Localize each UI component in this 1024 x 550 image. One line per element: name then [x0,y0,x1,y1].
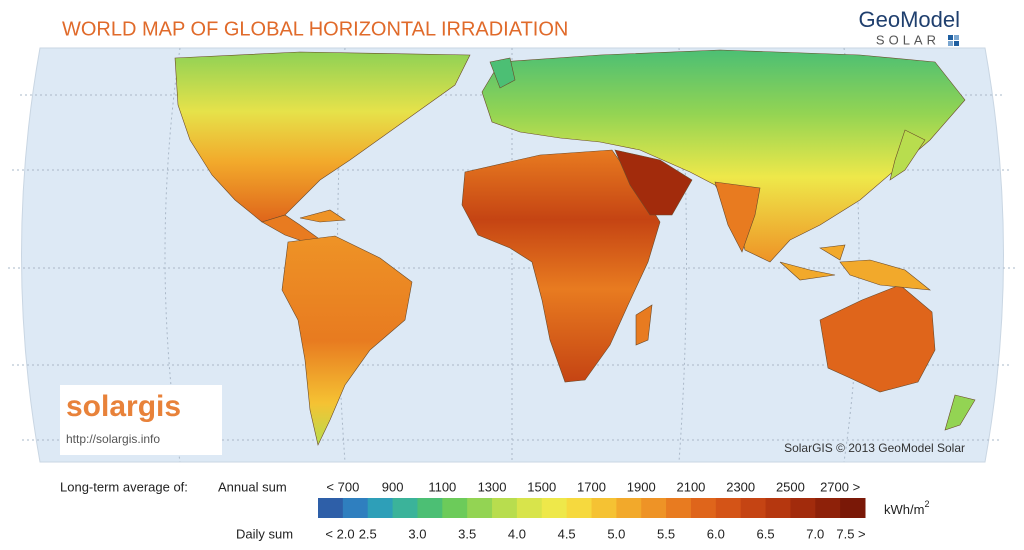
annual-tick-label: 2300 [726,479,755,494]
annual-tick-label: 1700 [577,479,606,494]
legend-swatch [392,498,418,518]
legend-swatch [840,498,866,518]
legend-swatch [591,498,617,518]
daily-tick-label: 2.5 [359,526,377,541]
daily-tick-label: 3.5 [458,526,476,541]
new-zealand [944,394,976,431]
legend-swatch [641,498,667,518]
legend-swatch [467,498,493,518]
title: WORLD MAP OF GLOBAL HORIZONTAL IRRADIATI… [62,18,568,40]
annual-tick-label: 1300 [478,479,507,494]
legend-swatch [815,498,841,518]
logo-box [60,385,222,455]
landmasses [174,49,976,446]
japan [889,129,926,181]
caribbean [299,209,346,223]
annual-tick-label: 2100 [676,479,705,494]
legend-swatch [690,498,717,518]
daily-label: Daily sum [236,526,293,541]
legend-swatch [740,498,767,518]
legend-swatch [616,498,642,518]
annual-tick-label: 2700 > [820,479,860,494]
daily-tick-label: 7.5 > [836,526,865,541]
legend-swatch [318,498,344,518]
logo-name: solargis [66,390,181,423]
daily-tick-label: 6.5 [757,526,775,541]
india [714,181,761,253]
legend-swatch [417,498,443,518]
north-america [174,51,471,223]
australia [819,284,936,393]
madagascar [635,304,653,346]
daily-tick-label: 4.0 [508,526,526,541]
brand-name: GeoModel [858,7,960,32]
legend-swatch [541,498,568,518]
annual-tick-label: 1500 [527,479,556,494]
brand-sub: SOLAR [876,32,940,47]
daily-tick-label: 6.0 [707,526,725,541]
annual-tick-label: 1100 [428,479,456,494]
daily-tick-label: 3.0 [408,526,426,541]
credit: SolarGIS © 2013 GeoModel Solar [784,441,965,455]
south-america [281,235,413,446]
legend-swatch [790,498,816,518]
southeast-asia-islands [779,244,931,291]
brand-icon [948,35,959,46]
annual-tick-label: < 700 [326,479,359,494]
annual-tick-label: 1900 [627,479,656,494]
unit: kWh/m2 [884,499,929,517]
legend-swatch [715,498,742,518]
annual-tick-label: 2500 [776,479,805,494]
legend-swatch [566,498,592,518]
annual-tick-label: 900 [382,479,404,494]
legend-swatch [342,498,369,518]
unit-text: kWh/m [884,502,924,517]
eurasia [481,49,966,263]
legend-swatch [367,498,394,518]
legend-swatch [492,498,518,518]
annual-label: Annual sum [218,479,287,494]
british-isles [489,57,516,89]
daily-tick-label: 7.0 [806,526,824,541]
arabia [614,149,693,216]
legend-swatch [666,498,692,518]
unit-sup: 2 [924,499,929,509]
legend-swatch [765,498,791,518]
legend: < 700 900 1100 1300 1500 1700 1900 2100 2300 2500… [318,479,866,541]
daily-tick-label: 5.5 [657,526,675,541]
legend-swatch [516,498,543,518]
daily-tick-label: < 2.0 [325,526,354,541]
daily-tick-label: 4.5 [558,526,576,541]
logo-url: http://solargis.info [66,432,160,446]
daily-tick-label: 5.0 [607,526,625,541]
legend-swatch [442,498,468,518]
legend-label: Long-term average of: [60,479,188,494]
